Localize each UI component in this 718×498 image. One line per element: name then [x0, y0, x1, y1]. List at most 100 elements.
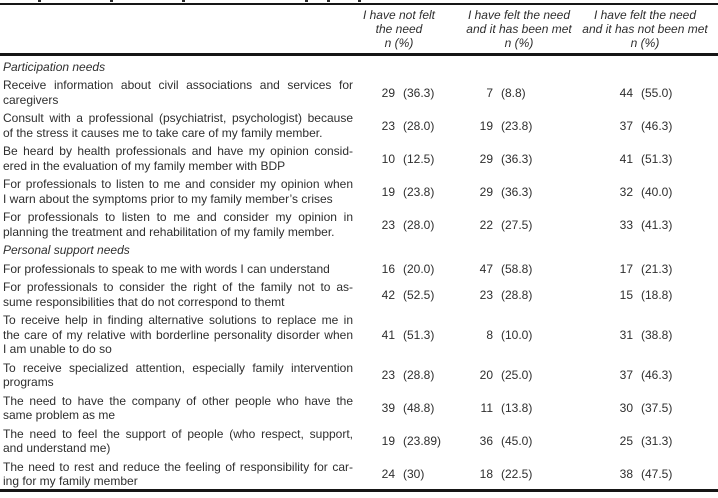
count-value: 41: [619, 151, 633, 166]
percent-value: (46.3): [641, 118, 673, 133]
value-cell: 37 (46.3): [572, 119, 718, 133]
value-cell: 32 (40.0): [572, 185, 718, 199]
count-value: 19: [381, 434, 395, 449]
percent-value: (36.3): [501, 151, 533, 166]
table-row: The need to rest and reduce the feeling …: [0, 456, 718, 489]
percent-value: (36.3): [403, 85, 435, 100]
count-value: 16: [381, 262, 395, 277]
need-label-line: To receive help in finding alternative s…: [3, 313, 353, 328]
value-cell: 42 (52.5): [358, 288, 466, 302]
text-remnant: [38, 0, 41, 2]
header-empty-label-cell: [0, 9, 358, 50]
percent-value: (37.5): [641, 401, 673, 416]
percent-value: (27.5): [501, 217, 533, 232]
value-cell: 47 (58.8): [466, 262, 572, 276]
header-line: the need: [375, 21, 423, 36]
need-label: To receive specialized attention, especi…: [0, 361, 358, 390]
need-label: Consult with a professional (psychiatris…: [0, 111, 358, 140]
need-label-line: The need to have the company of other pe…: [3, 393, 353, 408]
percent-value: (25.0): [501, 368, 533, 383]
need-label-line: For professionals to consider the right …: [3, 280, 353, 295]
value-cell: 15 (18.8): [572, 288, 718, 302]
need-label-line: For professionals to listen to me and co…: [3, 210, 353, 225]
need-label: The need to rest and reduce the feeling …: [0, 460, 358, 489]
text-remnant: [305, 0, 308, 2]
value-cell: 22 (27.5): [466, 218, 572, 232]
count-value: 44: [619, 85, 633, 100]
percent-value: (28.8): [501, 287, 533, 302]
value-cell: 19 (23.89): [358, 434, 466, 448]
need-label-line: sume responsibilities that do not corres…: [3, 294, 285, 309]
header-line: and it has not been met: [582, 21, 708, 36]
need-label-line: and understand me): [3, 441, 111, 456]
count-value: 23: [381, 217, 395, 232]
need-label-line: the care of my relative with borderline …: [3, 327, 353, 342]
need-label-line: The need to feel the support of people (…: [3, 426, 353, 441]
value-cell: 29 (36.3): [358, 86, 466, 100]
value-cell: 41 (51.3): [572, 152, 718, 166]
header-line: n (%): [384, 35, 414, 50]
value-cell: 44 (55.0): [572, 86, 718, 100]
table-row: Receive information about civil associat…: [0, 74, 718, 107]
table-row: For professionals to speak to me with wo…: [0, 258, 718, 277]
table-row: Be heard by health professionals and hav…: [0, 140, 718, 173]
count-value: 23: [381, 118, 395, 133]
count-value: 11: [480, 401, 493, 416]
value-cell: 7 (8.8): [466, 86, 572, 100]
count-value: 42: [381, 287, 395, 302]
percent-value: (10.0): [501, 328, 533, 343]
count-value: 37: [619, 368, 633, 383]
count-value: 33: [619, 217, 633, 232]
count-value: 20: [479, 368, 493, 383]
need-label-line: planning the treatment and rehabilitatio…: [3, 224, 335, 239]
percent-value: (51.3): [403, 328, 435, 343]
value-cell: 23 (28.8): [466, 288, 572, 302]
need-label: For professionals to speak to me with wo…: [0, 262, 358, 277]
header-line: and it has been met: [466, 21, 572, 36]
count-value: 39: [381, 401, 395, 416]
percent-value: (23.8): [501, 118, 533, 133]
value-cell: 19 (23.8): [358, 185, 466, 199]
table-header-row: I have not felt the need n (%) I have fe…: [0, 5, 718, 53]
need-label: For professionals to consider the right …: [0, 280, 358, 309]
value-cell: 41 (51.3): [358, 328, 466, 342]
value-cell: 23 (28.0): [358, 218, 466, 232]
percent-value: (8.8): [501, 85, 526, 100]
percent-value: (28.0): [403, 217, 435, 232]
percent-value: (31.3): [641, 434, 673, 449]
count-value: 8: [486, 328, 493, 343]
need-label-line: I warn about the symptoms prior to my fa…: [3, 191, 333, 206]
percent-value: (48.8): [403, 401, 435, 416]
value-cell: 33 (41.3): [572, 218, 718, 232]
percent-value: (45.0): [501, 434, 533, 449]
table-body: Participation needs Receive information a…: [0, 56, 718, 489]
value-cell: 17 (21.3): [572, 262, 718, 276]
need-label-line: of the stress it causes me to take care …: [3, 125, 323, 140]
percent-value: (40.0): [641, 184, 673, 199]
table-bottom-rule: [0, 489, 718, 492]
percent-value: (47.5): [641, 467, 673, 482]
cropped-caption-remnants: [0, 0, 718, 3]
count-value: 41: [381, 328, 395, 343]
header-line: n (%): [504, 35, 534, 50]
need-label-line: same problem as me: [3, 408, 116, 423]
need-label-line: ing for my family member: [3, 474, 138, 489]
section-title: Participation needs: [3, 59, 106, 74]
count-value: 37: [619, 118, 633, 133]
value-cell: 29 (36.3): [466, 185, 572, 199]
value-cell: 10 (12.5): [358, 152, 466, 166]
need-label-line: Be heard by health professionals and hav…: [3, 144, 353, 159]
header-line: I have not felt: [362, 8, 436, 22]
value-cell: 18 (22.5): [466, 467, 572, 481]
text-remnant: [110, 0, 113, 2]
count-value: 29: [479, 184, 493, 199]
need-label: Be heard by health professionals and hav…: [0, 144, 358, 173]
percent-value: (20.0): [403, 262, 435, 277]
need-label-line: ered in the evaluation of my family memb…: [3, 158, 286, 173]
count-value: 25: [619, 434, 633, 449]
percent-value: (18.8): [641, 287, 673, 302]
need-label-line: programs: [3, 375, 54, 390]
section-title: Personal support needs: [3, 243, 130, 258]
percent-value: (13.8): [501, 401, 533, 416]
value-cell: 38 (47.5): [572, 467, 718, 481]
